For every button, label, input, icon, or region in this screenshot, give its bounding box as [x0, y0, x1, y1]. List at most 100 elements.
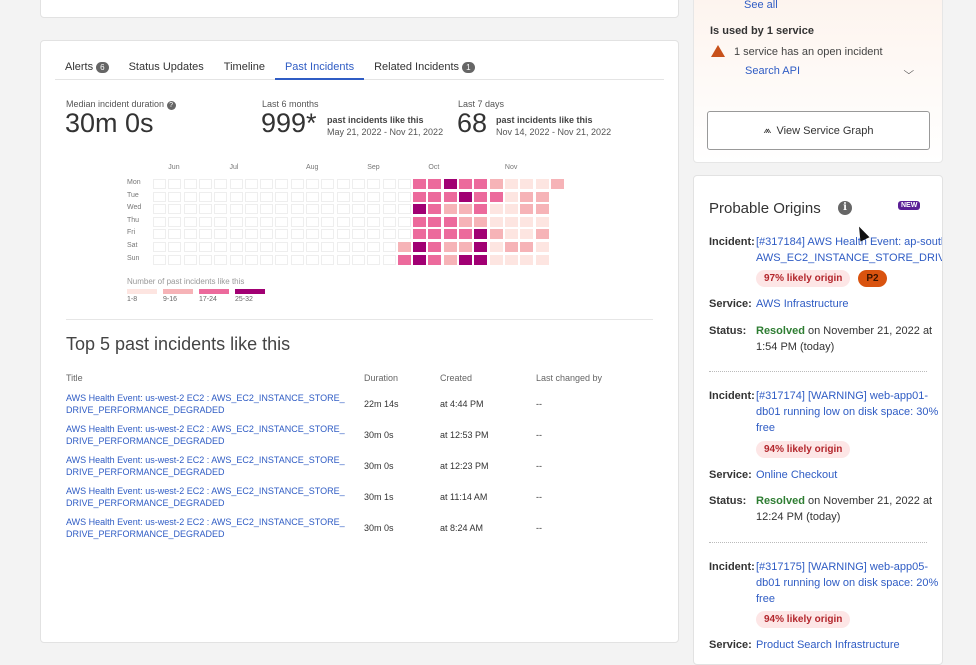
heatmap-cell[interactable]	[183, 229, 197, 240]
heatmap-cell[interactable]	[275, 229, 289, 240]
heatmap-cell[interactable]	[535, 254, 549, 265]
heatmap-cell[interactable]	[275, 179, 289, 189]
heatmap-cell[interactable]	[198, 229, 212, 240]
heatmap-cell[interactable]	[260, 254, 274, 265]
heatmap-cell[interactable]	[520, 216, 534, 227]
heatmap-cell[interactable]	[397, 254, 411, 265]
heatmap-cell[interactable]	[244, 179, 258, 189]
heatmap-cell[interactable]	[214, 216, 228, 227]
heatmap-cell[interactable]	[428, 242, 442, 252]
heatmap-cell[interactable]	[290, 242, 304, 252]
heatmap-cell[interactable]	[535, 191, 549, 202]
heatmap-cell[interactable]	[153, 216, 166, 227]
heatmap-cell[interactable]	[153, 229, 166, 240]
heatmap-cell[interactable]	[260, 204, 274, 215]
heatmap-cell[interactable]	[397, 179, 411, 189]
heatmap-cell[interactable]	[504, 179, 518, 189]
heatmap-cell[interactable]	[229, 242, 243, 252]
heatmap-cell[interactable]	[290, 254, 304, 265]
heatmap-cell[interactable]	[275, 254, 289, 265]
heatmap-cell[interactable]	[443, 191, 457, 202]
heatmap-cell[interactable]	[168, 204, 182, 215]
heatmap-cell[interactable]	[367, 191, 381, 202]
heatmap-cell[interactable]	[413, 204, 427, 215]
heatmap-cell[interactable]	[474, 191, 488, 202]
heatmap-cell[interactable]	[321, 254, 335, 265]
help-icon[interactable]: ?	[166, 101, 176, 110]
heatmap-cell[interactable]	[367, 216, 381, 227]
origin-incident-link[interactable]: [#317184] AWS Health Event: ap-south AWS…	[756, 236, 942, 264]
tab-timeline[interactable]: Timeline	[214, 55, 275, 80]
heatmap-cell[interactable]	[183, 242, 197, 252]
heatmap-cell[interactable]	[214, 242, 228, 252]
heatmap-cell[interactable]	[443, 204, 457, 215]
heatmap-cell[interactable]	[153, 191, 166, 202]
heatmap-cell[interactable]	[153, 179, 166, 189]
heatmap-cell[interactable]	[275, 204, 289, 215]
heatmap-cell[interactable]	[306, 229, 319, 240]
heatmap-cell[interactable]	[489, 254, 503, 265]
heatmap-cell[interactable]	[214, 229, 228, 240]
heatmap-cell[interactable]	[229, 179, 243, 189]
heatmap-cell[interactable]	[244, 242, 258, 252]
heatmap-cell[interactable]	[244, 216, 258, 227]
heatmap-cell[interactable]	[520, 254, 534, 265]
heatmap-cell[interactable]	[351, 179, 365, 189]
heatmap-cell[interactable]	[183, 191, 197, 202]
heatmap-cell[interactable]	[397, 216, 411, 227]
service-link[interactable]: AWS Infrastructure	[756, 298, 849, 310]
heatmap-cell[interactable]	[367, 179, 381, 189]
heatmap-cell[interactable]	[168, 179, 182, 189]
heatmap-cell[interactable]	[474, 216, 488, 227]
heatmap-cell[interactable]	[428, 216, 442, 227]
tab-status-updates[interactable]: Status Updates	[119, 55, 214, 80]
heatmap-cell[interactable]	[474, 229, 488, 240]
heatmap-cell[interactable]	[367, 254, 381, 265]
heatmap-cell[interactable]	[459, 179, 472, 189]
heatmap-cell[interactable]	[382, 204, 396, 215]
heatmap-cell[interactable]	[443, 216, 457, 227]
heatmap-cell[interactable]	[489, 242, 503, 252]
heatmap-cell[interactable]	[229, 229, 243, 240]
heatmap-cell[interactable]	[413, 229, 427, 240]
heatmap-cell[interactable]	[459, 242, 472, 252]
heatmap-cell[interactable]	[474, 179, 488, 189]
heatmap-cell[interactable]	[183, 179, 197, 189]
heatmap-cell[interactable]	[336, 204, 350, 215]
heatmap-cell[interactable]	[321, 229, 335, 240]
heatmap-cell[interactable]	[198, 204, 212, 215]
heatmap-cell[interactable]	[520, 204, 534, 215]
heatmap-cell[interactable]	[351, 216, 365, 227]
view-service-graph-button[interactable]: ⩕ View Service Graph	[707, 111, 930, 150]
heatmap-cell[interactable]	[168, 254, 182, 265]
heatmap-cell[interactable]	[214, 254, 228, 265]
heatmap-cell[interactable]	[535, 242, 549, 252]
heatmap-cell[interactable]	[382, 229, 396, 240]
heatmap-cell[interactable]	[290, 191, 304, 202]
heatmap-cell[interactable]	[443, 242, 457, 252]
heatmap-cell[interactable]	[504, 242, 518, 252]
origin-incident-link[interactable]: [#317174] [WARNING] web-app01-db01 runni…	[756, 390, 939, 434]
heatmap-cell[interactable]	[535, 216, 549, 227]
heatmap-cell[interactable]	[351, 204, 365, 215]
heatmap-cell[interactable]	[459, 229, 472, 240]
heatmap-cell[interactable]	[290, 179, 304, 189]
heatmap-cell[interactable]	[351, 254, 365, 265]
heatmap-cell[interactable]	[214, 191, 228, 202]
info-icon[interactable]: i	[838, 201, 852, 215]
heatmap-cell[interactable]	[306, 204, 319, 215]
heatmap-cell[interactable]	[443, 229, 457, 240]
heatmap-cell[interactable]	[459, 191, 472, 202]
heatmap-cell[interactable]	[244, 229, 258, 240]
heatmap-cell[interactable]	[306, 216, 319, 227]
heatmap-cell[interactable]	[229, 254, 243, 265]
tab-related-incidents[interactable]: Related Incidents 1	[364, 55, 484, 80]
heatmap-cell[interactable]	[321, 179, 335, 189]
heatmap-cell[interactable]	[428, 191, 442, 202]
heatmap-cell[interactable]	[306, 254, 319, 265]
heatmap-cell[interactable]	[535, 179, 549, 189]
heatmap-cell[interactable]	[229, 216, 243, 227]
heatmap-cell[interactable]	[153, 242, 166, 252]
heatmap-cell[interactable]	[489, 191, 503, 202]
heatmap-cell[interactable]	[428, 204, 442, 215]
